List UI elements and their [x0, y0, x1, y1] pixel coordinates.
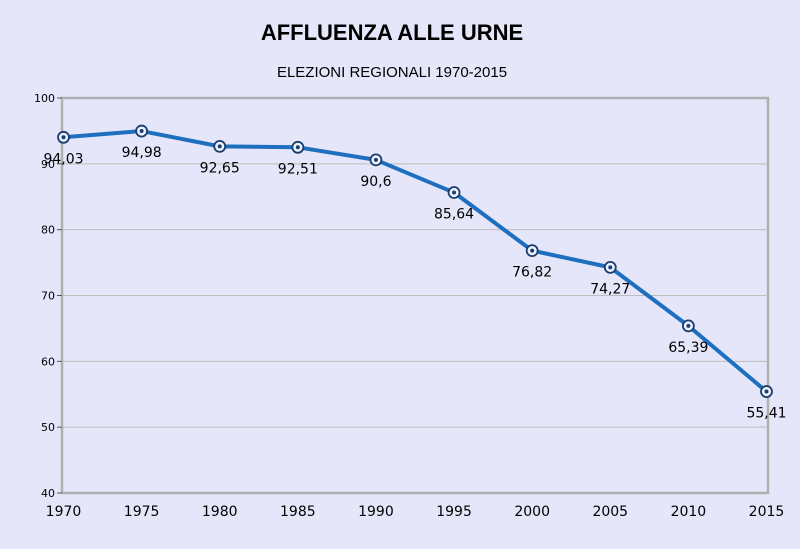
data-label: 74,27 [590, 281, 630, 297]
x-tick-label: 2000 [514, 504, 550, 520]
y-tick-label: 70 [41, 290, 55, 303]
x-tick-label: 2005 [592, 504, 628, 520]
data-label: 92,51 [278, 161, 318, 177]
y-tick-label: 100 [34, 92, 55, 105]
data-label: 55,41 [746, 406, 786, 422]
series-line [61, 129, 769, 394]
chart-title: AFFLUENZA ALLE URNE [261, 20, 523, 45]
y-tick-label: 60 [41, 355, 55, 368]
chart-subtitle: ELEZIONI REGIONALI 1970-2015 [277, 64, 507, 81]
x-tick-label: 1985 [280, 504, 316, 520]
plot-area: 40 50 60 70 80 90 100 1970 1975 1980 1985 1990 1995 2… [34, 92, 787, 520]
x-tick-label: 1990 [358, 504, 394, 520]
x-tick-label: 2015 [749, 504, 785, 520]
y-tick-label: 50 [41, 421, 55, 434]
x-tick-label: 1975 [124, 504, 160, 520]
x-tick-label: 1980 [202, 504, 238, 520]
data-label: 65,39 [668, 340, 708, 356]
data-label: 85,64 [434, 207, 474, 223]
data-point-center [61, 135, 66, 140]
y-tick-label: 80 [41, 224, 55, 237]
data-point-center [217, 144, 222, 149]
y-tick-label: 90 [41, 158, 55, 171]
x-tick-label: 1970 [46, 504, 82, 520]
data-point-center [373, 157, 378, 162]
data-point-center [452, 190, 457, 195]
data-label: 76,82 [512, 265, 552, 281]
data-point-center [686, 323, 691, 328]
data-point-center [530, 248, 535, 253]
x-tick-label: 1995 [436, 504, 472, 520]
data-label: 92,65 [200, 160, 240, 176]
data-label: 94,98 [122, 145, 162, 161]
data-point-center [295, 145, 300, 150]
data-point-center [764, 389, 769, 394]
x-tick-label: 2010 [671, 504, 707, 520]
data-label: 94,03 [43, 151, 83, 167]
data-point-center [608, 265, 613, 270]
y-tick-label: 40 [41, 487, 55, 500]
data-label: 90,6 [360, 174, 391, 190]
data-point-center [139, 129, 144, 134]
